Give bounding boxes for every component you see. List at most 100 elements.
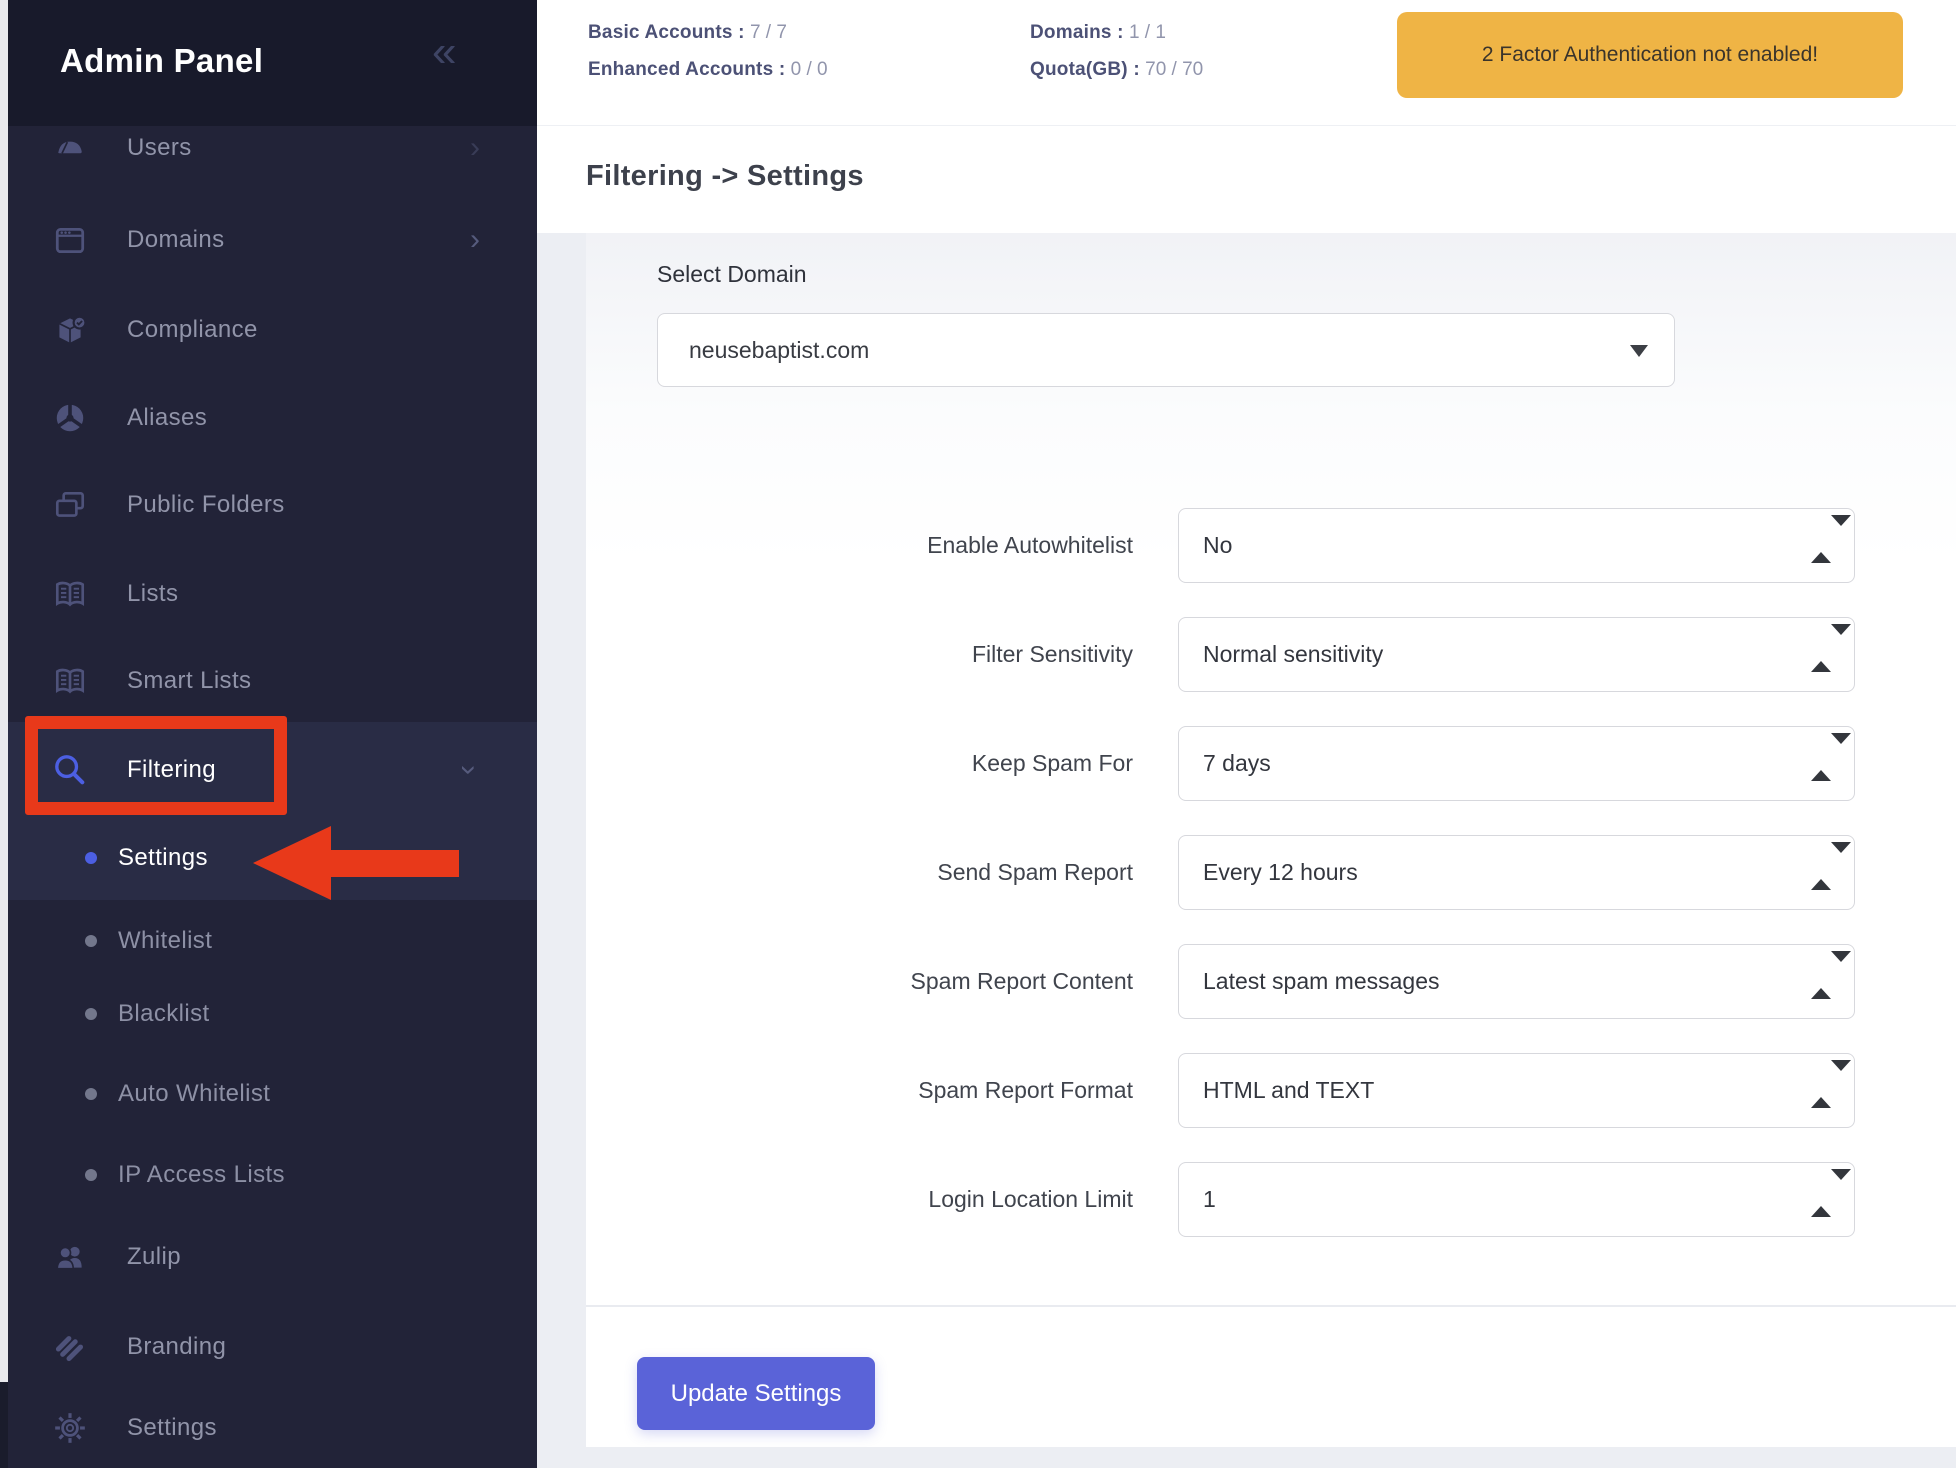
- basic-accounts-stat: Basic Accounts : 7 / 7: [588, 22, 828, 44]
- sidebar-item-compliance[interactable]: Compliance: [8, 286, 537, 374]
- sidebar-item-filtering[interactable]: Filtering ›: [8, 726, 537, 814]
- sidebar-item-branding[interactable]: Branding: [8, 1303, 537, 1391]
- quota-stat: Quota(GB) : 70 / 70: [1030, 59, 1203, 81]
- sidebar-subitem-label: Blacklist: [118, 1000, 210, 1027]
- bullet-icon: [85, 935, 97, 947]
- enhanced-accounts-stat: Enhanced Accounts : 0 / 0: [588, 59, 828, 81]
- updown-arrows-icon: [1811, 1060, 1851, 1108]
- sidebar-item-label: Filtering: [127, 756, 216, 783]
- sidebar-subitem-label: IP Access Lists: [118, 1161, 285, 1188]
- filter-sensitivity-select[interactable]: Normal sensitivity: [1178, 617, 1855, 692]
- sidebar-subitem-auto-whitelist[interactable]: Auto Whitelist: [8, 1052, 537, 1136]
- spam-report-format-select[interactable]: HTML and TEXT: [1178, 1053, 1855, 1128]
- collapse-sidebar-icon[interactable]: «: [432, 27, 457, 76]
- public-folders-icon: [50, 485, 90, 525]
- domains-stat: Domains : 1 / 1: [1030, 22, 1203, 44]
- select-domain-label: Select Domain: [657, 261, 807, 287]
- two-factor-warning-badge[interactable]: 2 Factor Authentication not enabled!: [1397, 12, 1903, 98]
- branding-icon: [50, 1327, 90, 1367]
- annotation-arrow-tail: [325, 850, 459, 877]
- stat-label: Domains :: [1030, 22, 1124, 43]
- form-row: Keep Spam For 7 days: [586, 726, 1956, 801]
- updown-arrows-icon: [1811, 842, 1851, 890]
- updown-arrows-icon: [1811, 624, 1851, 672]
- section-divider: [586, 1305, 1956, 1307]
- sidebar: Users › Domains › Compliance Aliases Pub…: [8, 0, 537, 1468]
- keep-spam-for-select[interactable]: 7 days: [1178, 726, 1855, 801]
- sidebar-item-label: Smart Lists: [127, 667, 252, 694]
- scrollbar-thumb[interactable]: [0, 0, 8, 1382]
- updown-arrows-icon: [1811, 1169, 1851, 1217]
- sidebar-subitem-whitelist[interactable]: Whitelist: [8, 899, 537, 983]
- domain-quota-stats: Domains : 1 / 1 Quota(GB) : 70 / 70: [1030, 22, 1203, 81]
- updown-arrows-icon: [1811, 951, 1851, 999]
- send-spam-report-label: Send Spam Report: [937, 859, 1133, 885]
- sidebar-header: Admin Panel «: [8, 0, 537, 126]
- stat-value: 0 / 0: [790, 59, 828, 80]
- select-value: No: [1203, 532, 1233, 558]
- keep-spam-for-label: Keep Spam For: [971, 750, 1133, 776]
- select-value: HTML and TEXT: [1203, 1077, 1375, 1103]
- sidebar-item-label: Public Folders: [127, 491, 285, 518]
- users-icon: [50, 128, 90, 168]
- main-area: Basic Accounts : 7 / 7 Enhanced Accounts…: [537, 0, 1956, 1468]
- sidebar-subitem-settings[interactable]: Settings: [8, 816, 537, 900]
- enable-autowhitelist-label: Enable Autowhitelist: [927, 532, 1133, 558]
- sidebar-item-label: Lists: [127, 580, 179, 607]
- send-spam-report-select[interactable]: Every 12 hours: [1178, 835, 1855, 910]
- stat-label: Basic Accounts :: [588, 22, 745, 43]
- sidebar-item-label: Domains: [127, 226, 225, 253]
- sidebar-item-label: Users: [127, 134, 192, 161]
- select-value: Normal sensitivity: [1203, 641, 1384, 667]
- content-area: Select Domain neusebaptist.com Enable Au…: [537, 233, 1956, 1468]
- sidebar-item-users[interactable]: Users ›: [8, 104, 537, 192]
- aliases-icon: [50, 398, 90, 438]
- sidebar-item-zulip[interactable]: Zulip: [8, 1213, 537, 1301]
- chevron-down-icon: ›: [453, 765, 486, 775]
- chevron-right-icon: ›: [470, 131, 480, 164]
- chevron-right-icon: ›: [470, 223, 480, 256]
- form-row: Spam Report Content Latest spam messages: [586, 944, 1956, 1019]
- stat-value: 1 / 1: [1128, 22, 1166, 43]
- form-row: Spam Report Format HTML and TEXT: [586, 1053, 1956, 1128]
- form-row: Login Location Limit 1: [586, 1162, 1956, 1237]
- update-settings-button[interactable]: Update Settings: [637, 1357, 875, 1430]
- sidebar-item-smart-lists[interactable]: Smart Lists: [8, 637, 537, 725]
- spam-report-content-select[interactable]: Latest spam messages: [1178, 944, 1855, 1019]
- stat-value: 70 / 70: [1145, 59, 1204, 80]
- sidebar-item-lists[interactable]: Lists: [8, 550, 537, 638]
- sidebar-item-label: Aliases: [127, 404, 208, 431]
- form-row: Filter Sensitivity Normal sensitivity: [586, 617, 1956, 692]
- stat-value: 7 / 7: [749, 22, 787, 43]
- bullet-icon: [85, 1088, 97, 1100]
- top-stats-bar: Basic Accounts : 7 / 7 Enhanced Accounts…: [537, 0, 1956, 126]
- sidebar-item-label: Compliance: [127, 316, 258, 343]
- sidebar-subitem-label: Whitelist: [118, 927, 213, 954]
- page-heading-band: Filtering -> Settings: [537, 126, 1956, 233]
- sidebar-item-aliases[interactable]: Aliases: [8, 374, 537, 462]
- sidebar-item-public-folders[interactable]: Public Folders: [8, 461, 537, 549]
- updown-arrows-icon: [1811, 515, 1851, 563]
- lists-icon: [50, 574, 90, 614]
- bullet-icon: [85, 1169, 97, 1181]
- filter-sensitivity-label: Filter Sensitivity: [971, 641, 1133, 667]
- domain-select[interactable]: neusebaptist.com: [657, 313, 1675, 387]
- sidebar-item-domains[interactable]: Domains ›: [8, 196, 537, 284]
- domains-icon: [50, 220, 90, 260]
- page-scrollbar[interactable]: [0, 0, 8, 1468]
- sidebar-subitem-blacklist[interactable]: Blacklist: [8, 972, 537, 1056]
- sidebar-subitem-label: Auto Whitelist: [118, 1080, 271, 1107]
- enable-autowhitelist-select[interactable]: No: [1178, 508, 1855, 583]
- bullet-icon: [85, 852, 97, 864]
- bullet-icon: [85, 1008, 97, 1020]
- sidebar-item-settings[interactable]: Settings: [8, 1384, 537, 1472]
- stat-label: Enhanced Accounts :: [588, 59, 786, 80]
- login-location-limit-select[interactable]: 1: [1178, 1162, 1855, 1237]
- form-row: Enable Autowhitelist No: [586, 508, 1956, 583]
- select-value: 7 days: [1203, 750, 1271, 776]
- select-value: 1: [1203, 1186, 1216, 1212]
- zulip-icon: [50, 1237, 90, 1277]
- sidebar-subitem-ip-access-lists[interactable]: IP Access Lists: [8, 1133, 537, 1217]
- spam-report-content-label: Spam Report Content: [910, 968, 1133, 994]
- stat-label: Quota(GB) :: [1030, 59, 1140, 80]
